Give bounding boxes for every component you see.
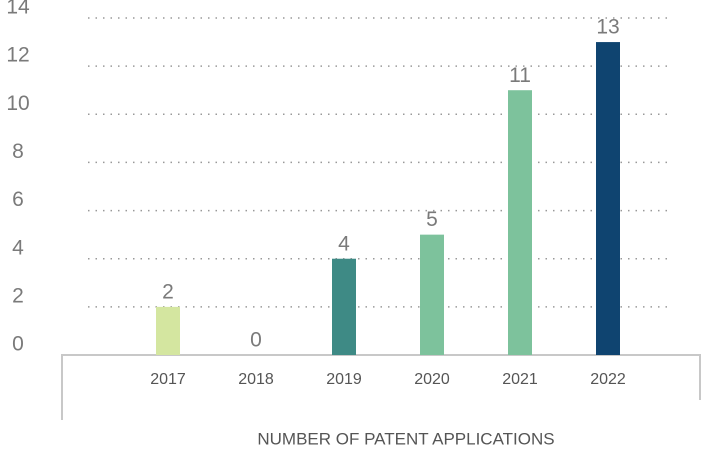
bar bbox=[156, 306, 180, 355]
y-tick-label: 10 bbox=[6, 92, 29, 115]
bar bbox=[332, 258, 356, 355]
y-tick-label: 14 bbox=[6, 0, 30, 19]
x-tick-label: 2022 bbox=[590, 371, 626, 388]
y-tick-label: 0 bbox=[12, 333, 24, 356]
x-tick-label: 2021 bbox=[502, 371, 538, 388]
bar bbox=[508, 90, 532, 355]
x-axis-title: NUMBER OF PATENT APPLICATIONS bbox=[257, 429, 554, 448]
value-label: 11 bbox=[509, 64, 531, 87]
axis-frame bbox=[61, 354, 701, 420]
value-label: 13 bbox=[596, 16, 619, 39]
x-tick-label: 2020 bbox=[414, 371, 450, 388]
value-label: 4 bbox=[338, 232, 350, 255]
bar bbox=[596, 42, 620, 355]
x-tick-label: 2019 bbox=[326, 371, 362, 388]
y-tick-label: 4 bbox=[12, 236, 24, 259]
bar bbox=[420, 234, 444, 355]
y-tick-label: 2 bbox=[12, 284, 24, 307]
x-tick-label: 2018 bbox=[238, 371, 274, 388]
y-tick-label: 12 bbox=[6, 44, 29, 67]
x-tick-label: 2017 bbox=[150, 371, 186, 388]
y-tick-label: 8 bbox=[12, 140, 24, 163]
y-tick-label: 6 bbox=[12, 188, 24, 211]
value-label: 5 bbox=[426, 208, 438, 231]
value-label: 2 bbox=[162, 280, 174, 303]
value-label: 0 bbox=[250, 329, 262, 352]
